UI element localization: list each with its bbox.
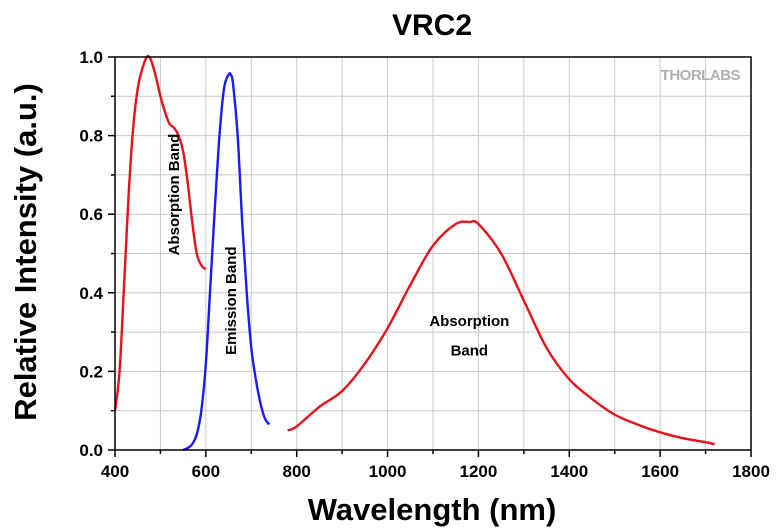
x-tick-label: 800 [283,462,311,481]
series-group [113,54,715,452]
annotation-label: Absorption [429,313,509,330]
x-tick-label: 400 [101,462,129,481]
grid [115,57,751,450]
chart-title: VRC2 [392,9,472,42]
y-tick-label: 1.0 [79,48,103,67]
x-tick-label: 600 [192,462,220,481]
y-tick-label: 0.8 [79,127,103,146]
annotation-label: Emission Band [223,246,240,354]
x-tick-label: 1400 [550,462,588,481]
ticks: 400 600 800 1000 1200 1400 1600 1800 0.0 0.2 0.4 0.… [79,48,770,481]
y-tick-label: 0.0 [79,441,103,460]
y-axis-label: Relative Intensity (a.u.) [8,83,43,421]
x-axis-label: Wavelength (nm) [308,492,557,527]
y-tick-label: 0.6 [79,205,103,224]
series-line-3 [287,219,715,446]
y-tick-label: 0.2 [79,362,103,381]
x-tick-label: 1600 [641,462,679,481]
x-tick-label: 1800 [732,462,770,481]
y-tick-label: 0.4 [79,284,103,303]
series-line-1 [113,54,207,411]
series-line-2 [182,72,271,452]
annotation-label: Band [451,343,489,360]
annotation-label: Absorption Band [166,134,183,256]
annotations: Absorption Band Emission Band Absorption Ba… [166,134,509,360]
x-tick-label: 1200 [460,462,498,481]
x-tick-label: 1000 [369,462,407,481]
thorlabs-logo: THORLABS [661,67,741,84]
